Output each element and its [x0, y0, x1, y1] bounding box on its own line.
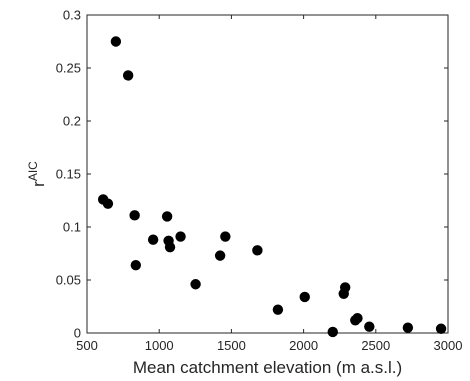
data-point: [338, 288, 349, 299]
x-tick-label: 1000: [145, 338, 174, 353]
data-point: [147, 234, 159, 245]
data-point: [402, 322, 414, 333]
y-tick-label: 0.1: [63, 220, 81, 235]
data-point: [190, 279, 201, 290]
data-point: [164, 241, 176, 253]
data-point: [435, 323, 447, 334]
x-tick-label: 2500: [361, 338, 390, 353]
y-tick-label: 0.3: [63, 8, 81, 23]
data-point: [352, 312, 363, 324]
data-point: [161, 211, 173, 222]
data-point: [272, 304, 284, 315]
data-point: [327, 326, 338, 338]
data-point: [175, 231, 186, 242]
y-axis-title-superscript: AIC: [26, 161, 40, 181]
data-point: [129, 210, 140, 221]
y-axis-ticks: 0 0.05 0.1 0.15 0.2 0.25 0.3: [56, 8, 448, 341]
data-points: [97, 36, 447, 338]
axes: [86, 14, 449, 334]
data-point: [299, 291, 310, 303]
data-point: [252, 245, 263, 256]
data-point: [130, 259, 142, 271]
x-axis-title: Mean catchment elevation (m a.s.l.): [133, 358, 402, 377]
y-tick-label: 0: [74, 326, 81, 341]
y-tick-label: 0.05: [56, 273, 81, 288]
y-axis-title-base: r: [29, 181, 48, 187]
x-tick-label: 1500: [217, 338, 246, 353]
plot-frame: [86, 14, 449, 334]
x-axis-ticks: 500 1000 1500 2000 2500 3000: [76, 15, 462, 353]
data-point: [102, 198, 114, 209]
y-axis-title: rAIC: [26, 161, 48, 187]
data-point: [110, 36, 122, 47]
data-point: [220, 231, 231, 242]
data-point: [364, 321, 375, 332]
data-point: [122, 70, 134, 81]
y-tick-label: 0.25: [56, 61, 81, 76]
x-tick-label: 500: [76, 338, 98, 353]
x-tick-label: 2000: [289, 338, 318, 353]
y-tick-label: 0.15: [56, 167, 81, 182]
y-tick-label: 0.2: [63, 114, 81, 129]
x-tick-label: 3000: [434, 338, 463, 353]
data-point: [214, 250, 226, 261]
